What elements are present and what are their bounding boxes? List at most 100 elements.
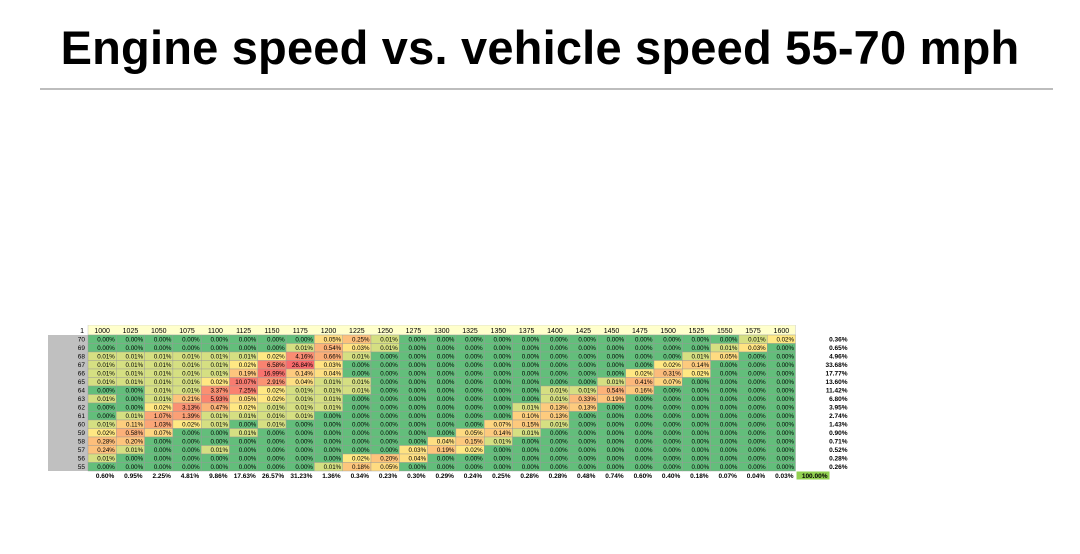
column-total: 0.23% <box>379 473 398 480</box>
heatmap-cell-value: 0.01% <box>380 345 398 352</box>
heatmap-cell-value: 0.00% <box>352 430 370 437</box>
column-total: 0.30% <box>407 473 426 480</box>
heatmap-cell-value: 0.00% <box>607 422 625 429</box>
heatmap-cell-value: 0.00% <box>522 354 540 361</box>
heatmap-cell-value: 0.00% <box>720 456 738 463</box>
heatmap-cell-value: 0.01% <box>182 371 200 378</box>
heatmap-cell-value: 0.00% <box>776 345 794 352</box>
heatmap-cell-value: 0.00% <box>550 456 568 463</box>
heatmap-cell-value: 0.00% <box>409 354 427 361</box>
heatmap-cell-value: 0.01% <box>154 396 172 403</box>
heatmap-cell-value: 0.00% <box>324 456 342 463</box>
heatmap-cell-value: 0.00% <box>522 396 540 403</box>
heatmap-cell-value: 0.14% <box>295 371 313 378</box>
heatmap-cell-value: 0.00% <box>635 456 653 463</box>
column-header-1425: 1425 <box>575 328 591 335</box>
heatmap-cell-value: 0.00% <box>239 447 257 454</box>
heatmap-cell-value: 0.00% <box>380 422 398 429</box>
heatmap-cell-value: 0.01% <box>210 354 228 361</box>
heatmap-cell-value: 0.00% <box>267 447 285 454</box>
heatmap-cell-value: 0.00% <box>720 447 738 454</box>
heatmap-cell-value: 0.00% <box>607 464 625 471</box>
heatmap-cell-value: 0.01% <box>126 354 144 361</box>
heatmap-table: 1 1000 1025 1050 1075 1100 1125 1150 1175 1200 122… <box>48 325 848 480</box>
heatmap-cell-value: 0.19% <box>437 447 455 454</box>
column-header-1375: 1375 <box>519 328 535 335</box>
heatmap-cell-value: 0.00% <box>493 354 511 361</box>
heatmap-cell-value: 0.00% <box>493 464 511 471</box>
heatmap-cell-value: 0.00% <box>607 430 625 437</box>
heatmap-cell-value: 0.00% <box>324 422 342 429</box>
heatmap-cell-value: 0.02% <box>663 362 681 369</box>
heatmap-cell-value: 0.41% <box>635 379 653 386</box>
column-header-1350: 1350 <box>491 328 507 335</box>
heatmap-cell-value: 0.00% <box>607 362 625 369</box>
heatmap-cell-value: 0.00% <box>578 362 596 369</box>
heatmap-cell-value: 0.00% <box>380 396 398 403</box>
column-header-1175: 1175 <box>293 328 308 335</box>
heatmap-cell-value: 0.00% <box>776 354 794 361</box>
heatmap-cell-value: 0.01% <box>493 439 511 446</box>
heatmap-cell-value: 0.01% <box>324 405 342 412</box>
heatmap-cell-value: 0.00% <box>720 405 738 412</box>
heatmap-cell-value: 0.01% <box>578 388 596 395</box>
heatmap-cell-value: 0.00% <box>437 371 455 378</box>
heatmap-cell-value: 0.01% <box>97 354 115 361</box>
heatmap-cell-value: 0.00% <box>352 447 370 454</box>
heatmap-cell-value: 0.02% <box>210 379 228 386</box>
heatmap-cell-value: 0.00% <box>748 405 766 412</box>
heatmap-cell-value: 0.00% <box>324 439 342 446</box>
heatmap-cell-value: 5.93% <box>210 396 228 403</box>
heatmap-cell-value: 0.00% <box>182 439 200 446</box>
heatmap-cell-value: 0.00% <box>409 337 427 344</box>
heatmap-cell-value: 0.00% <box>692 345 710 352</box>
heatmap-cell-value: 0.00% <box>409 422 427 429</box>
row-total-65: 13.60% <box>825 379 847 386</box>
heatmap-cell-value: 0.02% <box>635 371 653 378</box>
heatmap-cell-value: 0.00% <box>748 388 766 395</box>
heatmap-cell-value: 0.47% <box>210 405 228 412</box>
heatmap-cell-value: 0.00% <box>154 439 172 446</box>
heatmap-cell-value: 0.01% <box>352 379 370 386</box>
heatmap-cell-value: 0.00% <box>720 464 738 471</box>
heatmap-cell-value: 0.00% <box>465 396 483 403</box>
heatmap-cell-value: 0.00% <box>578 371 596 378</box>
heatmap-cell-value: 0.05% <box>239 396 257 403</box>
column-total: 0.60% <box>96 473 115 480</box>
row-total-56: 0.28% <box>829 456 848 463</box>
heatmap-cell-value: 0.01% <box>324 388 342 395</box>
column-header-1325: 1325 <box>462 328 478 335</box>
heatmap-cell-value: 0.01% <box>239 430 257 437</box>
heatmap-cell-value: 0.00% <box>295 337 313 344</box>
heatmap-cell-value: 0.00% <box>295 447 313 454</box>
heatmap-cell-value: 0.03% <box>324 362 342 369</box>
heatmap-cell-value: 0.01% <box>522 430 540 437</box>
heatmap-cell-value: 0.00% <box>776 379 794 386</box>
row-label-62: 62 <box>78 405 86 412</box>
heatmap-cell-value: 0.00% <box>776 396 794 403</box>
heatmap-cell-value: 0.00% <box>465 362 483 369</box>
row-label-63: 63 <box>78 396 86 403</box>
heatmap-cell-value: 2.91% <box>267 379 285 386</box>
heatmap-cell-value: 0.00% <box>295 430 313 437</box>
heatmap-cell-value: 0.00% <box>97 464 115 471</box>
heatmap-cell-value: 0.00% <box>635 413 653 420</box>
column-header-1550: 1550 <box>717 328 733 335</box>
heatmap-cell-value: 0.00% <box>522 447 540 454</box>
heatmap-cell-value: 0.04% <box>324 371 342 378</box>
heatmap-cell-value: 0.00% <box>324 447 342 454</box>
heatmap-cell-value: 0.00% <box>720 379 738 386</box>
heatmap-cell-value: 0.00% <box>239 422 257 429</box>
heatmap-cell-value: 0.00% <box>578 379 596 386</box>
heatmap-cell-value: 0.00% <box>663 413 681 420</box>
heatmap-cell-value: 0.00% <box>210 345 228 352</box>
heatmap-cell-value: 0.00% <box>748 447 766 454</box>
heatmap-cell-value: 0.13% <box>550 405 568 412</box>
heatmap-cell-value: 0.00% <box>692 456 710 463</box>
heatmap-cell-value: 0.05% <box>380 464 398 471</box>
heatmap-cell-value: 0.02% <box>267 396 285 403</box>
heatmap-cell-value: 0.01% <box>126 379 144 386</box>
heatmap-cell-value: 0.01% <box>550 388 568 395</box>
heatmap-cell-value: 0.01% <box>126 413 144 420</box>
heatmap-cell-value: 0.02% <box>239 362 257 369</box>
